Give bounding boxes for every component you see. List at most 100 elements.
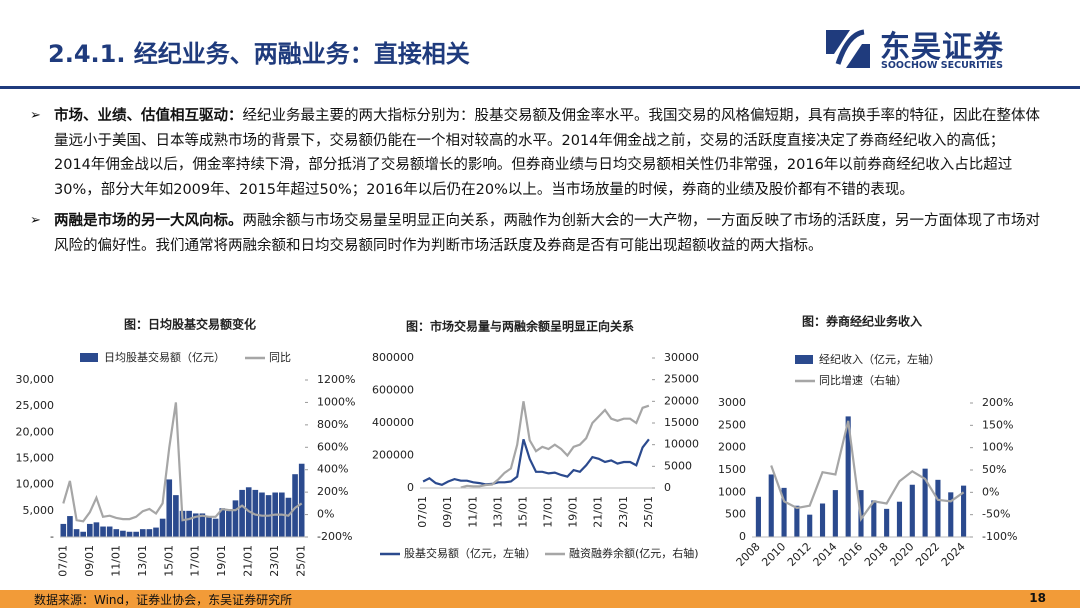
y-tick-label: 800000 xyxy=(372,351,414,364)
bar xyxy=(794,505,800,537)
bar xyxy=(807,514,813,537)
bullet-lead: 市场、业绩、估值相互驱动： xyxy=(54,108,243,124)
x-tick-label: 2020 xyxy=(888,540,917,569)
source-note: 数据来源：Wind，证券业协会，东吴证券研究所 xyxy=(34,593,293,607)
bar xyxy=(212,518,219,537)
legend-label: 经纪收入（亿元，左轴） xyxy=(819,352,940,366)
bar xyxy=(961,485,967,537)
bar xyxy=(173,495,179,537)
y2-tick-label: 1200% xyxy=(317,373,355,386)
bar xyxy=(819,503,826,537)
bar xyxy=(186,510,192,537)
logo-icon xyxy=(826,29,870,68)
bar xyxy=(100,526,106,537)
y-tick-label: 2500 xyxy=(718,418,746,431)
x-tick-label: 23/01 xyxy=(617,496,630,528)
bar xyxy=(896,501,903,537)
line xyxy=(460,401,650,489)
chart-title: 图：日均股基交易额变化 xyxy=(124,317,256,332)
bar xyxy=(139,529,146,537)
y2-tick-label: 150% xyxy=(982,418,1013,431)
bar xyxy=(226,510,232,537)
bar xyxy=(86,523,93,537)
y2-tick-label: 100% xyxy=(982,441,1013,454)
y-tick-label: 1000 xyxy=(718,485,746,498)
y-tick-label: 2000 xyxy=(718,441,746,454)
legend-label: 股基交易额（亿元，左轴） xyxy=(404,546,536,560)
y-tick-label: 200000 xyxy=(372,449,414,462)
bullet-lead: 两融是市场的另一大风向标。 xyxy=(54,213,243,229)
y2-tick-label: 0% xyxy=(317,508,334,521)
y2-tick-label: 200% xyxy=(982,396,1013,409)
bar xyxy=(80,531,86,537)
x-tick-label: 11/01 xyxy=(109,545,122,577)
bullet-text: 两融余额与市场交易量呈明显正向关系，两融作为创新大会的一大产物，一方面反映了市场… xyxy=(54,213,1040,254)
x-tick-label: 13/01 xyxy=(136,545,149,577)
y2-tick-label: 200% xyxy=(317,485,348,498)
charts: 图：日均股基交易额变化 - 5,000 10,000 15,000 20,000 25,00… xyxy=(16,314,1018,577)
bar xyxy=(884,508,890,537)
bar xyxy=(199,513,206,537)
y-tick-label: 0 xyxy=(739,530,746,543)
bar xyxy=(219,508,226,537)
x-tick-label: 2018 xyxy=(862,540,891,569)
x-tick-label: 15/01 xyxy=(162,545,175,577)
x-tick-label: 2016 xyxy=(836,540,865,569)
bar xyxy=(871,500,877,537)
x-tick-label: 2024 xyxy=(939,540,968,569)
bar xyxy=(133,531,139,537)
y-tick-label: 15,000 xyxy=(16,452,55,465)
bullet: 两融是市场的另一大风向标。两融余额与市场交易量呈明显正向关系，两融作为创新大会的… xyxy=(30,209,1040,258)
y2-tick-label: -100% xyxy=(982,530,1017,543)
bar xyxy=(909,484,915,537)
bar xyxy=(239,489,245,537)
y2-tick-label: 10000 xyxy=(664,438,699,451)
y2-tick-label: 50% xyxy=(982,463,1006,476)
bar xyxy=(126,531,133,537)
y-tick-label: 3000 xyxy=(718,396,746,409)
y2-tick-label: 15000 xyxy=(664,416,699,429)
x-tick-label: 2008 xyxy=(734,540,763,569)
x-tick-label: 19/01 xyxy=(567,496,580,528)
bar xyxy=(146,529,153,537)
y2-tick-label: 30000 xyxy=(664,351,699,364)
chart-title: 图：市场交易量与两融余额呈明显正向关系 xyxy=(406,319,634,334)
header-title: 2.4.1. 经纪业务、两融业务：直接相关 xyxy=(48,40,470,68)
logo-subtext: SOOCHOW SECURITIES xyxy=(881,60,1003,71)
bar xyxy=(120,530,126,537)
y2-tick-label: 600% xyxy=(317,440,348,453)
x-tick-label: 07/01 xyxy=(416,496,429,528)
bar xyxy=(113,529,120,537)
x-tick-label: 19/01 xyxy=(215,545,228,577)
y-tick-label: 20,000 xyxy=(16,425,55,438)
y-tick-label: 600000 xyxy=(372,384,414,397)
y-tick-label: 400000 xyxy=(372,416,414,429)
y-tick-label: 5,000 xyxy=(23,504,55,517)
bar xyxy=(60,523,67,537)
bar xyxy=(232,500,239,537)
y-tick-label: 25,000 xyxy=(16,399,55,412)
bar xyxy=(159,518,166,537)
x-tick-label: 13/01 xyxy=(491,496,504,528)
legend-label: 日均股基交易额（亿元） xyxy=(104,350,225,364)
y2-tick-label: 0 xyxy=(664,481,671,494)
line xyxy=(422,438,650,486)
header-rule xyxy=(0,86,1080,89)
bar xyxy=(73,529,80,537)
y2-tick-label: 25000 xyxy=(664,373,699,386)
y2-tick-label: 400% xyxy=(317,463,348,476)
y-tick-label: 30,000 xyxy=(16,373,55,386)
y-tick-label: 1500 xyxy=(718,463,746,476)
x-tick-label: 25/01 xyxy=(642,496,655,528)
x-tick-label: 2022 xyxy=(913,540,942,569)
y2-tick-label: 20000 xyxy=(664,394,699,407)
y2-tick-label: 0% xyxy=(982,485,999,498)
bar xyxy=(935,479,941,537)
footer-bar xyxy=(0,590,1080,608)
y-tick-label: 0 xyxy=(407,481,414,494)
x-tick-label: 17/01 xyxy=(189,545,202,577)
bar xyxy=(206,517,212,537)
logo-text: 东吴证券 xyxy=(880,30,1004,65)
bar xyxy=(192,513,199,537)
